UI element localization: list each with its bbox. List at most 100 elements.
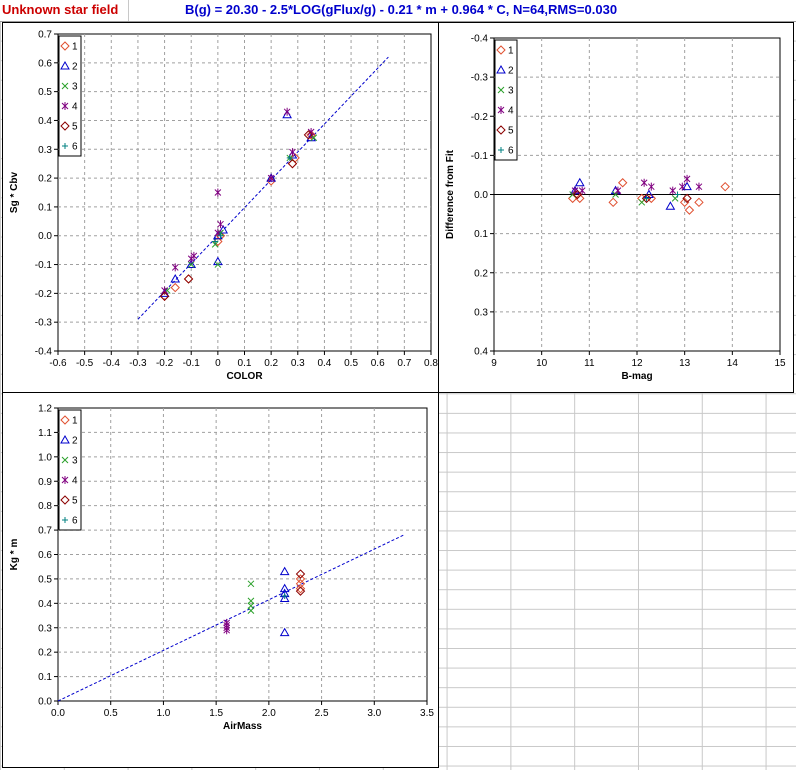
y-axis-label: Kg * m: [9, 539, 20, 571]
data-point-x: [214, 261, 222, 268]
data-point-asterisk: [267, 174, 275, 183]
legend-marker-asterisk: [497, 106, 505, 114]
legend-marker-x: [497, 86, 505, 94]
legend-marker-x: [61, 82, 69, 90]
x-tick-label: -0.2: [156, 358, 174, 369]
y-tick-label: 0.0: [474, 190, 488, 201]
data-point-diamond: [641, 193, 652, 204]
x-tick-label: 1.0: [156, 708, 170, 719]
data-point-asterisk: [283, 107, 291, 116]
legend-label: 4: [72, 476, 78, 487]
y-tick-label: 0.2: [474, 268, 488, 279]
x-tick-label: 0.2: [264, 358, 278, 369]
field-name: Unknown star field: [2, 2, 119, 17]
x-tick-label: 0.7: [397, 358, 411, 369]
x-tick-label: 10: [536, 358, 548, 369]
airmass-chart-panel[interactable]: 0.0 0.5 1.0 1.5 2.0 2.5 3.0 3.5 1.2 1.1 1.0 0.9 0.8 0…: [2, 392, 439, 768]
y-tick-label: 0.6: [38, 550, 52, 561]
x-tick-label: 0.5: [104, 708, 118, 719]
data-point-triangle: [682, 181, 692, 191]
y-tick-label: 0.1: [38, 672, 52, 683]
legend-marker-plus: [62, 517, 68, 523]
data-point-asterisk: [223, 618, 231, 627]
data-point-diamond: [684, 205, 695, 215]
data-point-diamond: [303, 130, 314, 140]
fit-line: [57, 534, 405, 702]
data-point-diamond: [572, 189, 583, 200]
data-point-diamond: [295, 586, 306, 596]
legend-label: 6: [508, 146, 514, 157]
legend-marker-plus: [62, 143, 68, 149]
residual-chart-panel[interactable]: 9 10 11 12 13 14 15 -0.4 -0.3 -0.2 -0.1 0.0 0.1 0.2 0.…: [438, 22, 794, 393]
legend-label: 3: [508, 86, 514, 97]
data-point-triangle: [665, 201, 676, 210]
legend-label: 6: [72, 142, 78, 153]
y-axis-label: Difference from Fit: [445, 149, 456, 239]
legend-marker-diamond: [60, 121, 70, 131]
legend-label: 4: [508, 106, 514, 117]
legend-label: 3: [72, 456, 78, 467]
data-point-asterisk: [161, 286, 168, 295]
y-tick-label: -0.1: [35, 260, 53, 271]
x-tick-label: -0.3: [129, 358, 147, 369]
legend-marker-diamond: [496, 45, 506, 55]
y-tick-label: 1.1: [38, 428, 52, 439]
data-point-asterisk: [640, 178, 648, 187]
y-tick-label: 0.4: [474, 347, 488, 358]
x-tick-label: 2.0: [262, 708, 276, 719]
data-point-plus: [674, 191, 681, 198]
data-point-diamond: [679, 197, 690, 208]
x-tick-label: 13: [679, 358, 691, 369]
series-5: [295, 569, 306, 596]
y-tick-label: 0.4: [38, 116, 52, 127]
y-tick-label: 0.1: [38, 202, 52, 213]
x-tick-label: 0.8: [424, 358, 438, 369]
legend-label: 2: [72, 436, 78, 447]
data-point-diamond: [159, 291, 170, 301]
legend-label: 5: [72, 122, 78, 133]
series-4: [223, 618, 231, 635]
x-tick-label: 0.0: [51, 708, 65, 719]
data-point-plus: [212, 238, 219, 245]
x-tick-label: 0.6: [371, 358, 385, 369]
cell-divider: [128, 0, 129, 21]
legend-label: 1: [72, 416, 78, 427]
data-point-triangle: [279, 583, 290, 593]
y-tick-label: 0.5: [38, 574, 52, 585]
data-point-triangle: [279, 627, 290, 637]
legend: 1 2 3 4 5 6: [494, 39, 518, 161]
series-6: [643, 191, 681, 202]
x-tick-label: 0: [215, 358, 221, 369]
data-point-asterisk: [614, 186, 622, 195]
data-point-asterisk: [683, 174, 691, 183]
x-tick-label: 0.3: [291, 358, 305, 369]
data-point-diamond: [295, 583, 306, 594]
data-point-asterisk: [217, 220, 224, 229]
color-chart: -0.6 -0.5 -0.4 -0.3 -0.2 -0.1 0 0.1 0.2 0.3 0.4 0.5…: [9, 30, 438, 383]
data-point-diamond: [306, 130, 316, 140]
data-point-asterisk: [289, 148, 296, 157]
data-point-diamond: [575, 193, 585, 204]
data-point-triangle: [279, 593, 290, 602]
y-tick-label: 0.4: [38, 599, 52, 610]
x-tick-label: 3.5: [420, 708, 434, 719]
legend-label: 5: [72, 496, 78, 507]
legend-marker-diamond: [60, 495, 70, 505]
x-tick-label: -0.5: [76, 358, 94, 369]
data-point-plus: [281, 593, 288, 600]
data-point-diamond: [608, 197, 618, 208]
y-tick-label: 0.8: [38, 501, 52, 512]
legend-label: 2: [72, 62, 78, 73]
x-tick-label: 9: [491, 358, 497, 369]
x-tick-label: 12: [631, 358, 643, 369]
y-tick-label: 0.2: [38, 174, 52, 185]
series-5: [159, 130, 314, 301]
data-point-diamond: [295, 574, 306, 584]
y-tick-label: 0.6: [38, 58, 52, 69]
x-tick-label: -0.4: [103, 358, 121, 369]
x-tick-label: 0.5: [344, 358, 358, 369]
series-6: [212, 154, 293, 245]
y-tick-label: 0.2: [38, 648, 52, 659]
legend-marker-asterisk: [61, 476, 69, 484]
color-chart-panel[interactable]: -0.6 -0.5 -0.4 -0.3 -0.2 -0.1 0 0.1 0.2 0.3 0.4 0.5…: [2, 22, 439, 393]
